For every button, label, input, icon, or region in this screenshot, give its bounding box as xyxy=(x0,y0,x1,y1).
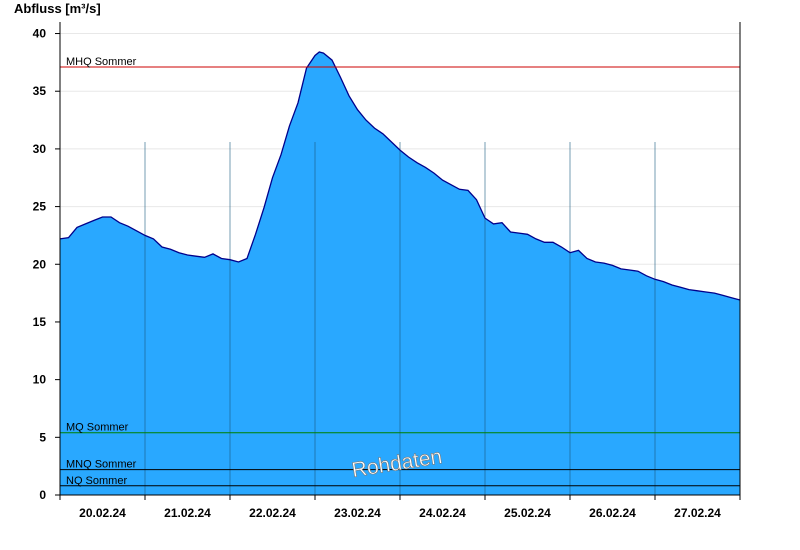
x-tick-label: 24.02.24 xyxy=(419,506,466,520)
x-tick-label: 20.02.24 xyxy=(79,506,126,520)
x-tick-label: 22.02.24 xyxy=(249,506,296,520)
x-tick-label: 25.02.24 xyxy=(504,506,551,520)
y-tick-label: 5 xyxy=(39,430,46,444)
y-tick-label: 20 xyxy=(33,257,47,271)
reference-line-label: MNQ Sommer xyxy=(66,459,137,471)
y-axis-label: Abfluss [m³/s] xyxy=(14,1,101,16)
reference-line-label: MHQ Sommer xyxy=(66,56,137,68)
day-divider-lines xyxy=(144,142,656,495)
y-tick-label: 40 xyxy=(33,27,47,41)
y-axis-ticks: 0 5 10 15 20 25 30 35 40 xyxy=(33,27,60,502)
discharge-line xyxy=(59,51,741,301)
x-tick-label: 26.02.24 xyxy=(589,506,636,520)
y-tick-label: 0 xyxy=(39,488,46,502)
y-tick-label: 30 xyxy=(33,142,47,156)
y-tick-label: 35 xyxy=(33,84,47,98)
y-tick-label: 25 xyxy=(33,200,47,214)
reference-line-label: MQ Sommer xyxy=(66,422,129,434)
y-tick-label: 10 xyxy=(33,373,47,387)
x-tick-label: 27.02.24 xyxy=(674,506,721,520)
x-axis-ticks: 20.02.24 21.02.24 22.02.24 23.02.24 24.02.24… xyxy=(59,495,741,520)
x-tick-label: 23.02.24 xyxy=(334,506,381,520)
x-tick-label: 21.02.24 xyxy=(164,506,211,520)
reference-line-label: NQ Sommer xyxy=(66,475,127,487)
y-tick-label: 15 xyxy=(33,315,47,329)
reference-lines: MHQ Sommer MQ Sommer MNQ Sommer NQ Sommer xyxy=(60,56,740,487)
